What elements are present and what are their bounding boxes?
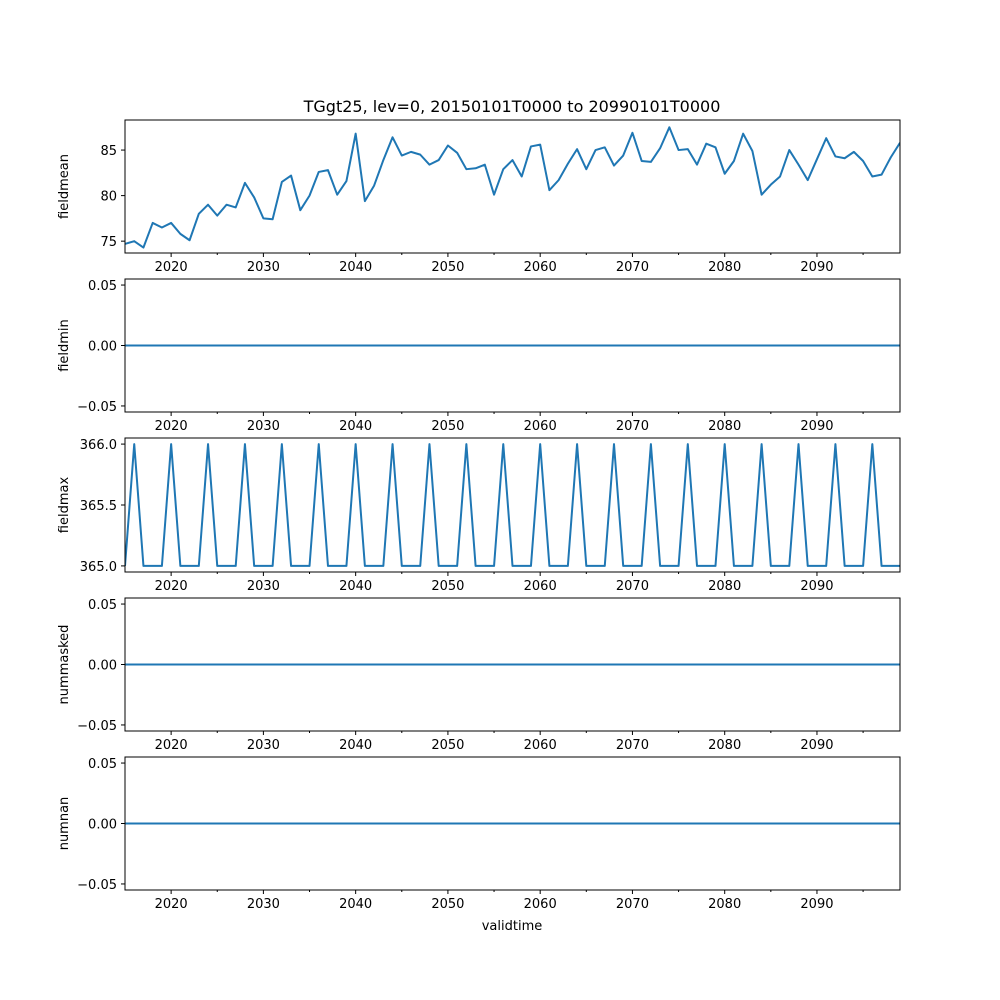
fieldmean-x-tick-label: 2050 (431, 260, 464, 275)
fieldmean-x-tick-label: 2060 (524, 260, 557, 275)
numnan-x-tick-label: 2080 (708, 897, 741, 912)
fieldmax-x-tick-label: 2060 (524, 579, 557, 594)
numnan-y-tick-label: −0.05 (77, 878, 117, 893)
fieldmin-x-tick-label: 2070 (616, 419, 649, 434)
fieldmax-x-tick-label: 2050 (431, 579, 464, 594)
nummasked-x-tick-label: 2020 (155, 738, 188, 753)
numnan-x-tick-label: 2040 (339, 897, 372, 912)
fieldmax-y-tick-label: 365.0 (80, 560, 117, 575)
fieldmax-x-tick-label: 2090 (800, 579, 833, 594)
fieldmin-x-tick-label: 2020 (155, 419, 188, 434)
nummasked-x-tick-label: 2090 (800, 738, 833, 753)
fieldmean-x-tick-label: 2020 (155, 260, 188, 275)
fieldmax-y-tick-label: 365.5 (80, 499, 117, 514)
numnan-x-tick-label: 2070 (616, 897, 649, 912)
fieldmax-x-tick-label: 2070 (616, 579, 649, 594)
fieldmin-y-tick-label: −0.05 (77, 400, 117, 415)
numnan-x-tick-label: 2060 (524, 897, 557, 912)
nummasked-x-tick-label: 2040 (339, 738, 372, 753)
fieldmin-y-tick-label: 0.00 (88, 340, 117, 355)
nummasked-y-axis-label: nummasked (57, 625, 72, 705)
fieldmin-x-tick-label: 2090 (800, 419, 833, 434)
numnan-x-tick-label: 2050 (431, 897, 464, 912)
subplot-fieldmax: 365.0 365.5 366.0 2020 2030 2040 2050 2060 2070 2… (57, 437, 901, 594)
fieldmean-x-tick-label: 2040 (339, 260, 372, 275)
fieldmax-y-tick-label: 366.0 (80, 438, 117, 453)
fieldmean-x-tick-label: 2090 (800, 260, 833, 275)
subplot-fieldmean: 75 80 85 2020 2030 2040 2050 2060 2070 2080 2090 fi… (57, 119, 901, 275)
fieldmax-y-axis-label: fieldmax (57, 477, 72, 534)
nummasked-y-tick-label: 0.00 (88, 659, 117, 674)
numnan-x-tick-label: 2090 (800, 897, 833, 912)
numnan-y-axis-label: numnan (57, 797, 72, 851)
fieldmax-x-tick-label: 2080 (708, 579, 741, 594)
fieldmean-y-tick-label: 80 (100, 190, 117, 205)
chart-title: TGgt25, lev=0, 20150101T0000 to 20990101… (303, 97, 721, 116)
numnan-y-tick-label: 0.05 (88, 757, 117, 772)
fieldmean-x-tick-label: 2070 (616, 260, 649, 275)
fieldmean-y-tick-label: 75 (100, 235, 117, 250)
numnan-x-tick-label: 2030 (247, 897, 280, 912)
fieldmax-x-tick-label: 2040 (339, 579, 372, 594)
fieldmean-y-axis-label: fieldmean (57, 154, 72, 219)
fieldmean-x-tick-label: 2030 (247, 260, 280, 275)
subplot-nummasked: −0.05 0.00 0.05 2020 2030 2040 2050 2060 2070 208… (57, 597, 901, 753)
nummasked-x-tick-label: 2080 (708, 738, 741, 753)
fieldmean-x-tick-label: 2080 (708, 260, 741, 275)
subplot-fieldmin: −0.05 0.00 0.05 2020 2030 2040 2050 2060 2070 208… (57, 278, 901, 434)
fieldmean-axes-frame (124, 119, 901, 254)
fieldmin-x-tick-label: 2050 (431, 419, 464, 434)
fieldmin-x-tick-label: 2060 (524, 419, 557, 434)
fieldmin-y-axis-label: fieldmin (57, 319, 72, 372)
nummasked-x-tick-label: 2030 (247, 738, 280, 753)
subplot-numnan: −0.05 0.00 0.05 2020 2030 2040 2050 2060 2070 208… (57, 756, 901, 912)
x-axis-label: validtime (482, 919, 543, 934)
numnan-x-tick-label: 2020 (155, 897, 188, 912)
fieldmin-y-tick-label: 0.05 (88, 279, 117, 294)
nummasked-x-tick-label: 2060 (524, 738, 557, 753)
fieldmin-x-tick-label: 2040 (339, 419, 372, 434)
nummasked-y-tick-label: 0.05 (88, 598, 117, 613)
fieldmin-x-tick-label: 2030 (247, 419, 280, 434)
fieldmean-y-tick-label: 85 (100, 144, 117, 159)
fieldmean-series-line (125, 126, 900, 249)
fieldmax-series-line (125, 443, 900, 567)
numnan-y-tick-label: 0.00 (88, 818, 117, 833)
fieldmin-x-tick-label: 2080 (708, 419, 741, 434)
fieldmax-x-tick-label: 2030 (247, 579, 280, 594)
nummasked-x-tick-label: 2070 (616, 738, 649, 753)
nummasked-x-tick-label: 2050 (431, 738, 464, 753)
fieldmax-x-tick-label: 2020 (155, 579, 188, 594)
nummasked-y-tick-label: −0.05 (77, 719, 117, 734)
